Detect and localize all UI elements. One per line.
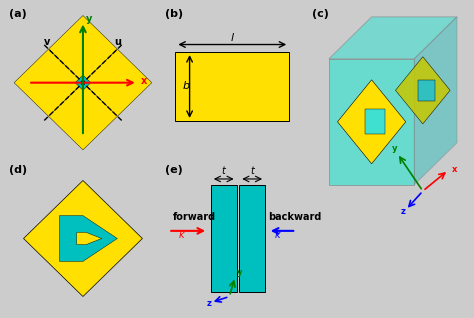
Polygon shape bbox=[337, 80, 406, 164]
Text: (c): (c) bbox=[312, 9, 329, 19]
Polygon shape bbox=[14, 49, 83, 116]
Polygon shape bbox=[77, 232, 102, 245]
Polygon shape bbox=[395, 57, 450, 124]
Text: v: v bbox=[44, 37, 50, 46]
Text: (a): (a) bbox=[9, 9, 27, 19]
Polygon shape bbox=[418, 80, 435, 101]
Polygon shape bbox=[60, 216, 118, 261]
Text: k: k bbox=[275, 231, 281, 240]
Polygon shape bbox=[414, 17, 457, 185]
Polygon shape bbox=[24, 181, 142, 296]
Text: z: z bbox=[401, 207, 405, 216]
Text: x: x bbox=[452, 165, 457, 174]
Text: y: y bbox=[392, 144, 398, 153]
Text: b: b bbox=[182, 81, 190, 92]
Polygon shape bbox=[48, 16, 118, 83]
Text: u: u bbox=[114, 37, 121, 46]
Text: backward: backward bbox=[268, 212, 321, 222]
Text: k: k bbox=[178, 231, 184, 240]
Polygon shape bbox=[329, 59, 414, 185]
Polygon shape bbox=[329, 17, 457, 59]
Bar bbox=[211, 185, 237, 292]
Text: y: y bbox=[237, 268, 242, 277]
Polygon shape bbox=[48, 83, 118, 150]
Text: z: z bbox=[207, 299, 211, 308]
Bar bbox=[175, 52, 289, 121]
Text: y: y bbox=[86, 14, 92, 24]
Text: x: x bbox=[141, 76, 147, 86]
Text: t: t bbox=[250, 166, 254, 176]
Polygon shape bbox=[75, 75, 91, 90]
Text: l: l bbox=[231, 33, 234, 44]
Text: t: t bbox=[222, 166, 226, 176]
Text: (b): (b) bbox=[165, 9, 183, 19]
Polygon shape bbox=[365, 109, 385, 135]
Bar bbox=[239, 185, 265, 292]
Text: (e): (e) bbox=[165, 165, 183, 175]
Text: forward: forward bbox=[173, 212, 216, 222]
Polygon shape bbox=[27, 28, 139, 138]
Polygon shape bbox=[83, 49, 152, 116]
Text: (d): (d) bbox=[9, 165, 27, 175]
